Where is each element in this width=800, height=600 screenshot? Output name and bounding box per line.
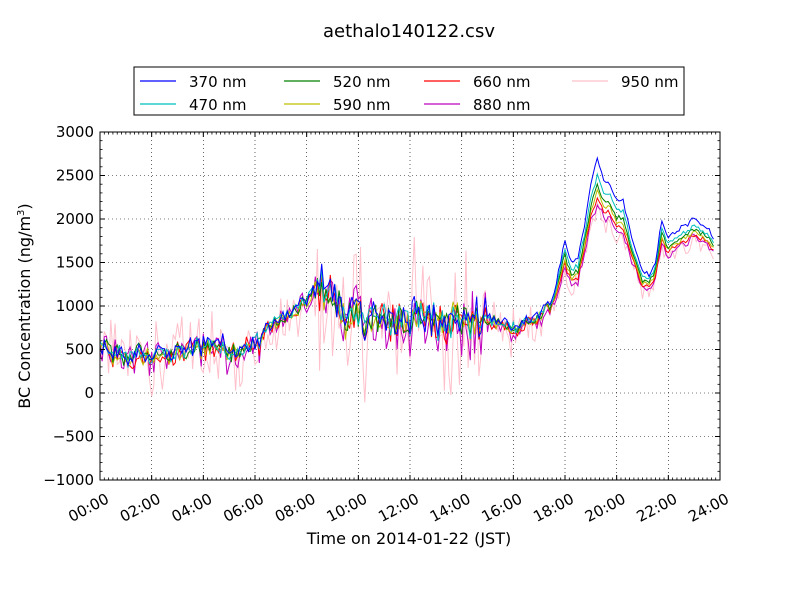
y-axis-label-end: ) — [15, 203, 34, 209]
y-tick-label: 3000 — [56, 123, 94, 141]
x-tick-label: 00:00 — [65, 490, 112, 526]
x-tick-label: 20:00 — [582, 490, 629, 526]
legend-label: 520 nm — [333, 73, 391, 91]
legend-label: 370 nm — [189, 73, 247, 91]
x-tick-label: 04:00 — [169, 490, 216, 526]
y-tick-label: 2500 — [56, 167, 94, 185]
legend-label: 660 nm — [473, 73, 531, 91]
x-tick-label: 18:00 — [530, 490, 577, 526]
y-tick-label: 1500 — [56, 254, 94, 272]
x-tick-label: 10:00 — [324, 490, 371, 526]
series-line-370-nm — [100, 156, 714, 367]
x-tick-label: 12:00 — [375, 490, 422, 526]
y-tick-label: 500 — [65, 341, 94, 359]
x-tick-label: 14:00 — [427, 490, 474, 526]
legend-label: 590 nm — [333, 96, 391, 114]
y-tick-label: −500 — [53, 428, 94, 446]
y-tick-label: 1000 — [56, 297, 94, 315]
x-tick-label: 06:00 — [220, 490, 267, 526]
y-tick-label: 2000 — [56, 210, 94, 228]
legend-label: 470 nm — [189, 96, 247, 114]
legend: 370 nm 470 nm 520 nm 590 nm 660 nm 880 nm 950 … — [133, 66, 685, 116]
y-tick-label: 0 — [84, 384, 94, 402]
x-tick-label: 08:00 — [272, 490, 319, 526]
y-tick-label: −1000 — [43, 471, 94, 489]
y-axis-label-superscript: 3 — [16, 210, 27, 216]
x-tick-label: 22:00 — [634, 490, 681, 526]
x-tick-label: 24:00 — [685, 490, 732, 526]
y-axis-label: BC Concentration (ng/m3) — [15, 203, 34, 408]
y-axis-label-main: BC Concentration (ng/m — [15, 216, 34, 409]
x-axis-label: Time on 2014-01-22 (JST) — [306, 529, 511, 548]
plot-area — [99, 131, 721, 481]
x-tick-label: 16:00 — [479, 490, 526, 526]
series-group — [100, 156, 714, 403]
chart-title: aethalo140122.csv — [323, 21, 495, 42]
legend-label: 880 nm — [473, 96, 531, 114]
y-axis: 3000 2500 2000 1500 1000 500 0 −500 −1000 — [43, 123, 720, 489]
x-tick-label: 02:00 — [117, 490, 164, 526]
legend-label: 950 nm — [621, 73, 679, 91]
legend-box — [133, 66, 685, 116]
